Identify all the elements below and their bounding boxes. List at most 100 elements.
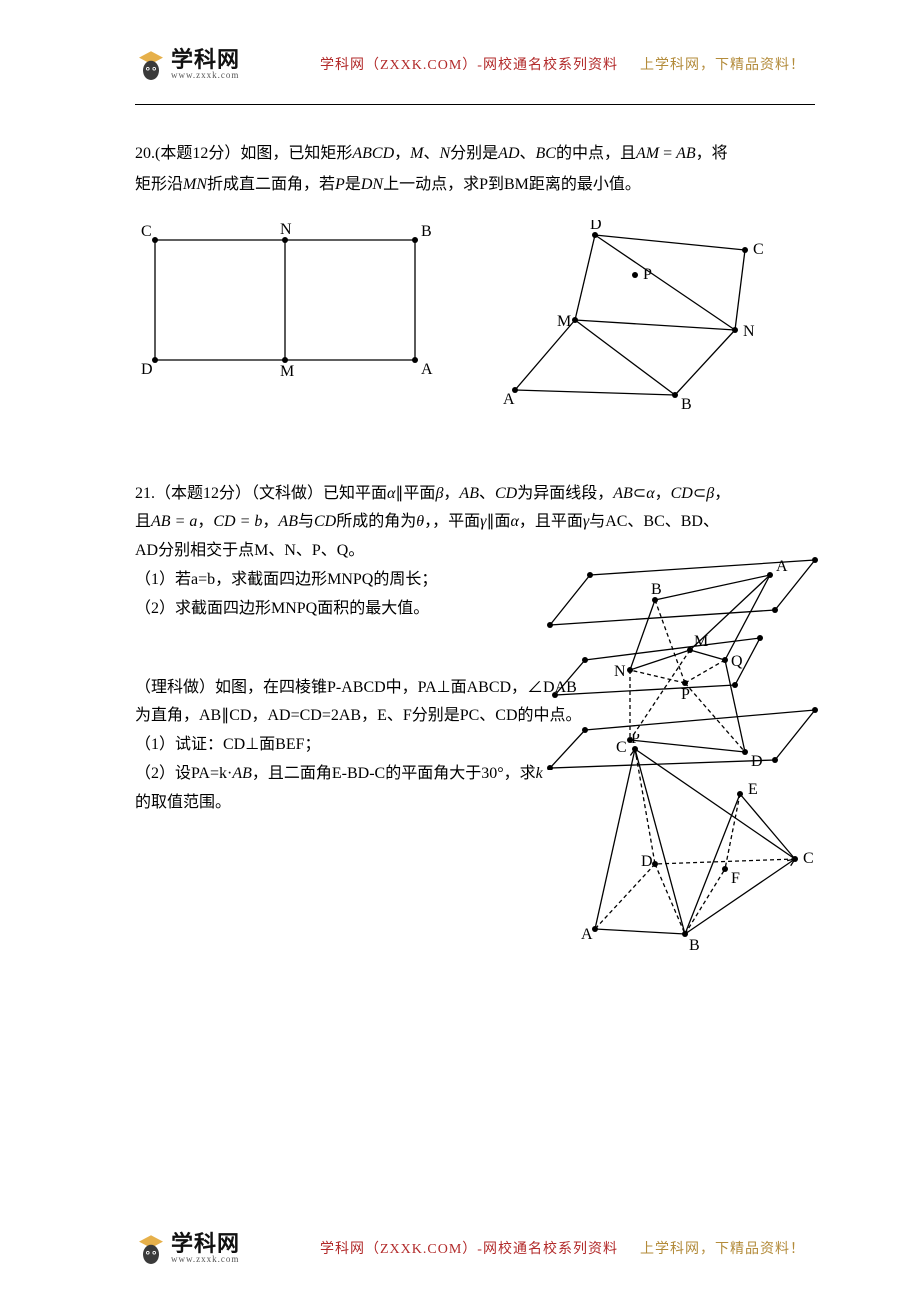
txt: 为异面线段， (517, 485, 613, 502)
txt: 所成的角为 (336, 513, 416, 530)
svg-text:C: C (803, 850, 814, 867)
sym-bc: BC (536, 145, 556, 162)
svg-text:C: C (753, 241, 764, 258)
txt: 矩形沿 (135, 176, 183, 193)
txt: 、 (479, 485, 495, 502)
txt: ， (197, 513, 213, 530)
sym-ab: AB (232, 765, 252, 782)
sym-ab: AB (613, 485, 633, 502)
sym-ab: AB (676, 145, 696, 162)
txt: 面 (494, 513, 510, 530)
sym-theta: θ (416, 513, 424, 530)
txt: 、 (520, 145, 536, 162)
svg-text:A: A (503, 391, 515, 408)
header-rule (135, 104, 815, 105)
svg-text:Q: Q (731, 653, 743, 670)
svg-text:B: B (689, 937, 700, 954)
txt: ⊂ (633, 485, 646, 502)
txt: ， (394, 145, 410, 162)
txt: ⊂ (693, 485, 706, 502)
sym-alpha: α (646, 485, 654, 502)
sym: CD (314, 513, 336, 530)
svg-text:M: M (557, 313, 571, 330)
sym-abcd: ABCD (352, 145, 394, 162)
q21-line1: 21.（本题12分）（文科做）已知平面α∥平面β，AB、CD为异面线段，AB⊂α… (135, 480, 815, 509)
sym-cd: CD (671, 485, 693, 502)
svg-text:C: C (141, 223, 152, 240)
q21b-line1: （理科做）如图，在四棱锥P-ABCD中，PA⊥面ABCD，∠DAB (135, 674, 815, 703)
svg-text:D: D (141, 361, 153, 378)
diagram-21-pyramid: PEDCFAB (565, 734, 815, 954)
q20-line1: 20.(本题12分）如图，已知矩形ABCD，M、N分别是AD、BC的中点，且AM… (135, 140, 815, 169)
sym-mn: MN (183, 176, 207, 193)
sym-am: AM (636, 145, 659, 162)
svg-text:B: B (651, 581, 662, 598)
txt: ，且二面角E-BD-C的平面角大于30°，求 (252, 765, 536, 782)
txt: 与 (298, 513, 314, 530)
page-content: 20.(本题12分）如图，已知矩形ABCD，M、N分别是AD、BC的中点，且AM… (135, 140, 815, 818)
svg-text:B: B (681, 396, 692, 413)
logo: 学科网 www.zxxk.com (135, 1230, 240, 1266)
sym-p: P (335, 176, 345, 193)
txt: 21.（本题12分）（文科做）已知平面 (135, 485, 387, 502)
sym-k: k (536, 765, 543, 782)
logo-url: www.zxxk.com (171, 1255, 240, 1264)
footer-slogan: 上学科网，下精品资料！ (640, 1238, 805, 1258)
svg-text:B: B (421, 223, 432, 240)
txt: 分别是 (450, 145, 498, 162)
q20-line2: 矩形沿MN折成直二面角，若P是DN上一动点，求P到BM距离的最小值。 (135, 171, 815, 200)
sym-cd: CD (495, 485, 517, 502)
txt: 上一动点，求P到BM距离的最小值。 (383, 176, 641, 193)
q20-diagrams: C N B D M A D C P M N A B (135, 220, 815, 420)
txt: ， (655, 485, 671, 502)
txt: 、 (423, 145, 439, 162)
svg-text:A: A (776, 558, 788, 575)
txt: 20.(本题12分）如图，已知矩形 (135, 145, 352, 162)
txt: ，且平面 (519, 513, 583, 530)
question-21-science: （理科做）如图，在四棱锥P-ABCD中，PA⊥面ABCD，∠DAB 为直角，AB… (135, 674, 815, 818)
sym-ad: AD (498, 145, 519, 162)
txt: ，平面 (432, 513, 480, 530)
sym: AB = a (151, 513, 197, 530)
logo: 学科网 www.zxxk.com (135, 46, 240, 82)
logo-title: 学科网 (171, 49, 240, 71)
sym-n: N (439, 145, 450, 162)
svg-text:D: D (590, 220, 602, 233)
svg-text:P: P (643, 266, 652, 283)
sym-ab: AB (459, 485, 479, 502)
logo-url: www.zxxk.com (171, 71, 240, 80)
txt: 且 (135, 513, 151, 530)
txt: ， (262, 513, 278, 530)
svg-text:N: N (743, 323, 755, 340)
svg-text:F: F (731, 870, 740, 887)
question-20: 20.(本题12分）如图，已知矩形ABCD，M、N分别是AD、BC的中点，且AM… (135, 140, 815, 200)
svg-text:A: A (421, 361, 433, 378)
txt: 折成直二面角，若 (207, 176, 335, 193)
sym: CD = b (213, 513, 262, 530)
logo-icon (135, 1230, 167, 1266)
svg-text:A: A (581, 926, 593, 943)
header-source: 学科网（ZXXK.COM）-网校通名校系列资料 (320, 54, 618, 74)
sym-m: M (410, 145, 423, 162)
sym-dn: DN (361, 176, 383, 193)
svg-text:D: D (641, 853, 653, 870)
diagram-20-flat: C N B D M A (135, 220, 435, 380)
diagram-20-folded: D C P M N A B (475, 220, 775, 420)
txt: ， (714, 485, 730, 502)
sym: AB (278, 513, 298, 530)
header-slogan: 上学科网，下精品资料！ (640, 54, 805, 74)
question-21-arts: 21.（本题12分）（文科做）已知平面α∥平面β，AB、CD为异面线段，AB⊂α… (135, 480, 815, 624)
q21b-line2: 为直角，AB∥CD，AD=CD=2AB，E、F分别是PC、CD的中点。 (135, 702, 815, 731)
footer-source: 学科网（ZXXK.COM）-网校通名校系列资料 (320, 1238, 618, 1258)
txt: ， (443, 485, 459, 502)
svg-text:N: N (280, 221, 292, 238)
txt: （2）设PA=k· (135, 765, 232, 782)
txt: 是 (345, 176, 361, 193)
svg-text:P: P (631, 734, 640, 747)
svg-text:M: M (694, 633, 708, 650)
txt: 的中点，且 (556, 145, 636, 162)
txt: = (659, 145, 676, 162)
svg-text:M: M (280, 363, 294, 380)
txt: 平面 (403, 485, 435, 502)
txt: ，将 (696, 145, 728, 162)
